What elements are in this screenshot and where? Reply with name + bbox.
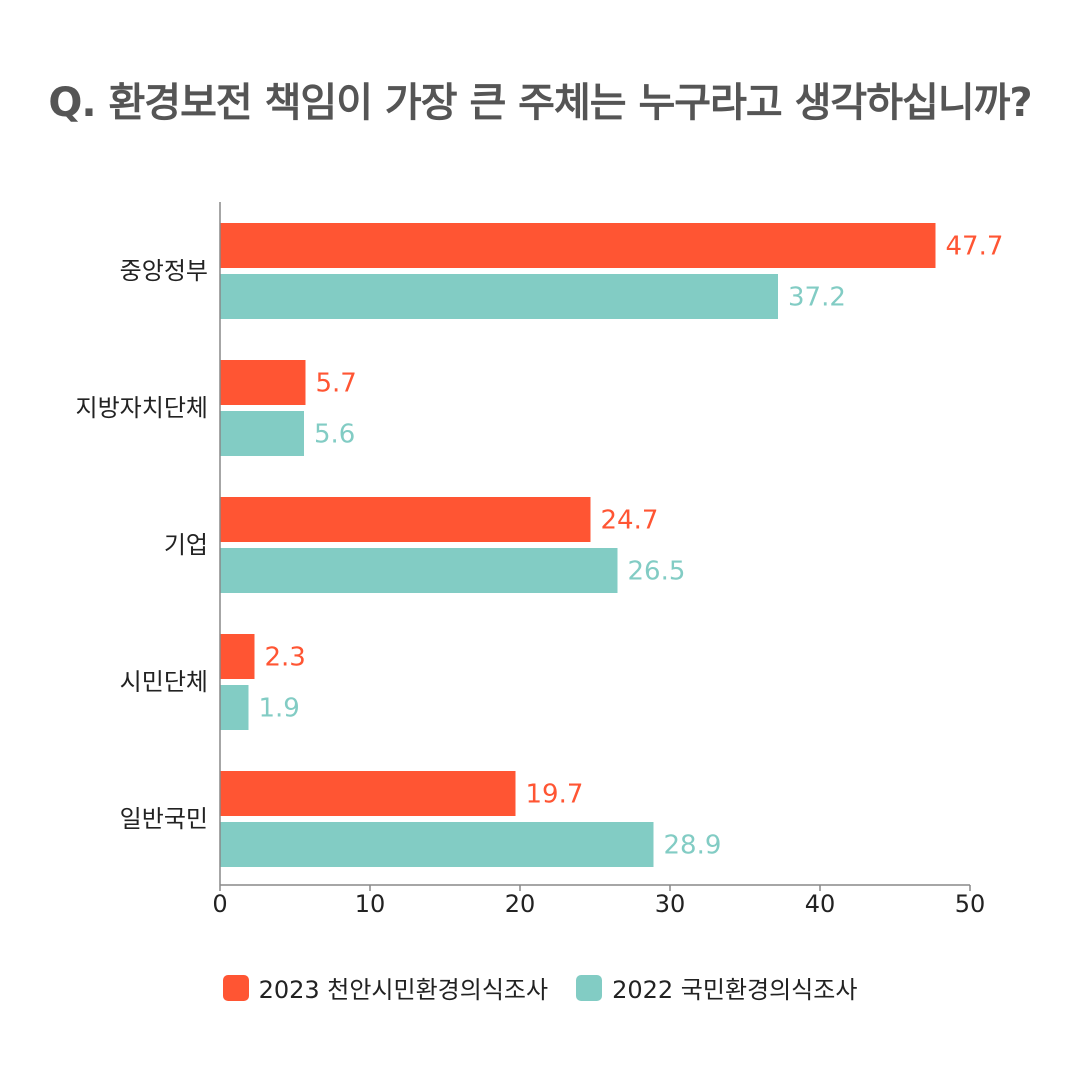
x-tick-label-2: 20: [505, 890, 536, 918]
category-label-1: 지방자치단체: [76, 394, 208, 422]
value-label-2022-4: 28.9: [664, 831, 722, 861]
x-tick-label-4: 40: [805, 890, 836, 918]
value-label-2023-2: 24.7: [601, 506, 659, 536]
x-tick-label-3: 30: [655, 890, 686, 918]
legend-item-2022: 2022 국민환경의식조사: [576, 970, 857, 1005]
bar-2023-0: [220, 223, 936, 268]
bar-2022-2: [220, 548, 618, 593]
bar-2023-3: [220, 634, 255, 679]
x-tick-label-5: 50: [955, 890, 986, 918]
category-label-2: 기업: [164, 531, 208, 559]
category-label-4: 일반국민: [120, 805, 208, 833]
legend-item-2023: 2023 천안시민환경의식조사: [222, 970, 549, 1005]
legend-label-2023: 2023 천안시민환경의식조사: [258, 976, 549, 1004]
value-label-2022-1: 5.6: [314, 420, 355, 450]
value-label-2023-0: 47.7: [946, 232, 1004, 262]
bar-2023-2: [220, 497, 591, 542]
bar-2022-1: [220, 411, 304, 456]
value-label-2022-3: 1.9: [259, 694, 300, 724]
bar-chart: 47.7 37.2 중앙정부 5.7 5.6 지방자치단체 24.7 26.5 기업 2.3 1.9…: [76, 202, 1004, 918]
legend-label-2022: 2022 국민환경의식조사: [612, 976, 858, 1004]
value-label-2022-2: 26.5: [628, 557, 686, 587]
value-label-2023-1: 5.7: [316, 369, 357, 399]
bar-2022-0: [220, 274, 778, 319]
value-label-2023-3: 2.3: [265, 643, 306, 673]
value-label-2022-0: 37.2: [788, 283, 846, 313]
bar-2023-1: [220, 360, 306, 405]
category-label-3: 시민단체: [120, 668, 208, 696]
legend: 2023 천안시민환경의식조사 2022 국민환경의식조사: [0, 970, 1080, 1005]
legend-swatch-2022: [576, 974, 603, 1001]
bar-2023-4: [220, 771, 516, 816]
legend-swatch-2023: [222, 974, 249, 1001]
x-tick-label-0: 0: [212, 890, 227, 918]
chart-title: Q. 환경보전 책임이 가장 큰 주체는 누구라고 생각하십니까?: [48, 80, 1032, 126]
category-label-0: 중앙정부: [120, 257, 208, 285]
x-tick-label-1: 10: [355, 890, 386, 918]
bar-2022-3: [220, 685, 249, 730]
bar-2022-4: [220, 822, 654, 867]
value-label-2023-4: 19.7: [526, 780, 584, 810]
